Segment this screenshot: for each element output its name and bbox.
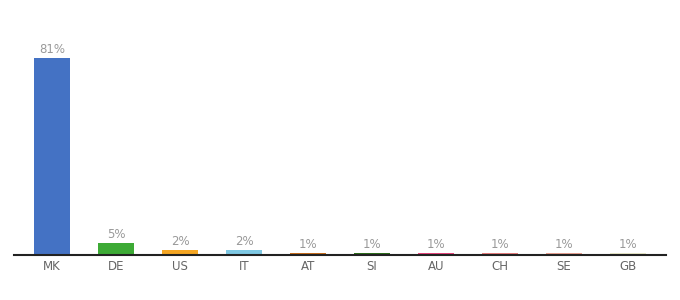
Text: 5%: 5% — [107, 228, 125, 241]
Bar — [611, 253, 645, 255]
Text: 1%: 1% — [619, 238, 637, 250]
Bar — [482, 253, 517, 255]
Bar — [547, 253, 581, 255]
Text: 1%: 1% — [491, 238, 509, 250]
Text: 1%: 1% — [426, 238, 445, 250]
Bar — [99, 243, 133, 255]
Text: 1%: 1% — [299, 238, 318, 250]
Bar — [163, 250, 198, 255]
Bar — [354, 253, 390, 255]
Bar — [418, 253, 454, 255]
Text: 1%: 1% — [362, 238, 381, 250]
Bar — [35, 58, 69, 255]
Text: 1%: 1% — [555, 238, 573, 250]
Text: 2%: 2% — [235, 235, 254, 248]
Bar — [226, 250, 262, 255]
Text: 2%: 2% — [171, 235, 189, 248]
Text: 81%: 81% — [39, 43, 65, 56]
Bar — [290, 253, 326, 255]
